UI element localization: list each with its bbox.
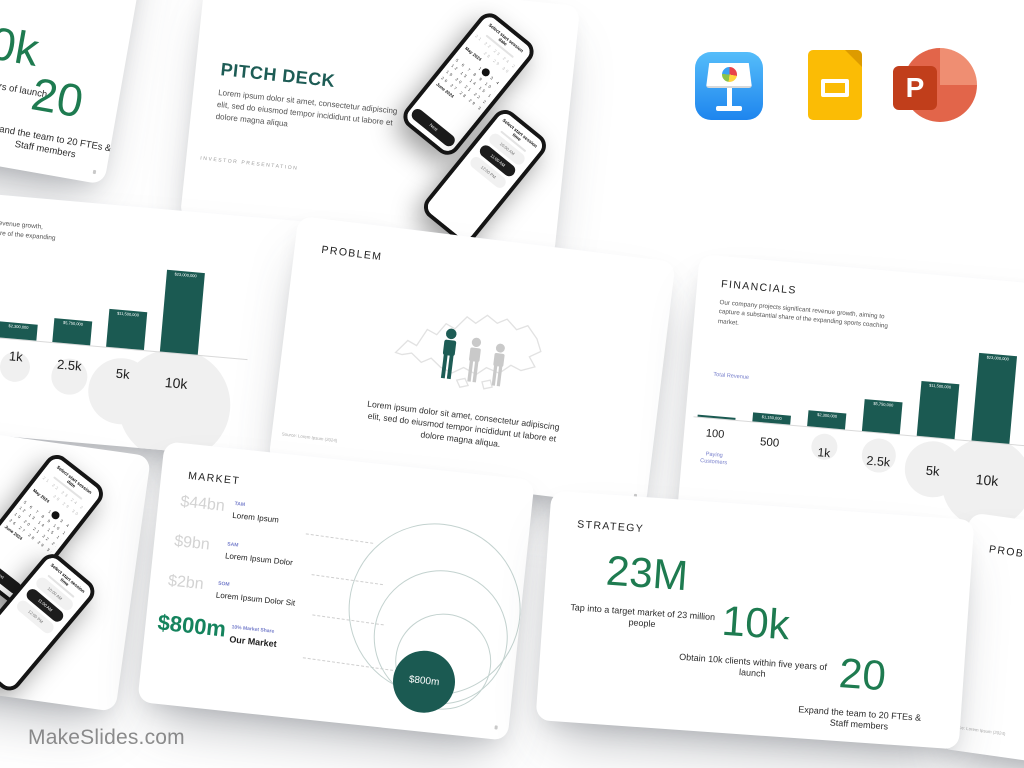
- our-market-name: Our Market: [228, 634, 278, 650]
- bar-value-label: $2,300,000: [8, 323, 29, 330]
- slide-strategy-partial: 10k Obtain 10k clients within five years…: [0, 0, 167, 185]
- slide-phones-partial: Select start session date 21 22 23 24 25…: [0, 402, 152, 712]
- page-number-mark: [92, 169, 97, 175]
- google-slides-icon[interactable]: [808, 50, 862, 120]
- sam-tag: SAM: [226, 541, 239, 549]
- bar-10k: $23,000,000: [159, 269, 205, 355]
- x-tick-5k: 5k: [115, 365, 131, 382]
- region-map-outline: [394, 314, 542, 390]
- keynote-stem: [726, 88, 732, 107]
- bar-value-label: $23,000,000: [174, 271, 197, 279]
- som-value: $2bn: [167, 572, 205, 594]
- x-tick-500: 500: [759, 436, 780, 450]
- stat-team-caption: Expand the team to 20 FTEs & Staff membe…: [797, 704, 922, 732]
- bar-value-label: $11,500,000: [116, 310, 140, 318]
- google-slides-fold: [845, 50, 862, 67]
- strategy-title: STRATEGY: [576, 518, 645, 536]
- powerpoint-icon[interactable]: P: [893, 46, 979, 126]
- keynote-icon[interactable]: [695, 52, 763, 120]
- powerpoint-letter-tile: P: [893, 66, 937, 110]
- bar-value-label: $2,300,000: [816, 412, 838, 419]
- stat-team-caption: Expand the team to 20 FTEs & Staff membe…: [0, 121, 113, 161]
- site-logo[interactable]: MakeSlides.com: [28, 726, 185, 749]
- bar-2p5k: $5,750,000: [52, 318, 93, 346]
- stat-clients: 10k: [720, 596, 792, 649]
- stat-market-caption: Tap into a target market of 23 million p…: [570, 602, 716, 630]
- person-icon: [486, 342, 510, 388]
- google-slides-frame: [821, 79, 849, 97]
- page-number-mark: [494, 725, 498, 730]
- stat-team: 20: [27, 67, 88, 128]
- x-tick-1k: 1k: [816, 445, 831, 461]
- tam-tag: TAM: [234, 500, 246, 508]
- bar-value-label: $23,000,000: [986, 354, 1010, 362]
- x-tick-100: 100: [705, 427, 725, 441]
- sam-name: Lorem Ipsum Dolor: [224, 551, 294, 568]
- som-tag: SOM: [217, 580, 230, 588]
- stat-clients-caption: Obtain 10k clients within five years of …: [678, 651, 828, 680]
- bar-5k: $11,500,000: [106, 308, 148, 351]
- bar-1k: $2,300,000: [0, 321, 38, 341]
- keynote-pie: [721, 67, 737, 82]
- som-name: Lorem Ipsum Dolor Sit: [215, 590, 296, 608]
- pitch-deck-footer: INVESTOR PRESENTATION: [199, 155, 299, 172]
- x-axis-label: Paying Customers: [699, 451, 728, 467]
- our-market-tag: 10% Market Share: [231, 624, 275, 635]
- person-icon: [435, 327, 463, 381]
- bar-value-label: $5,750,000: [62, 319, 84, 327]
- bar-1k: $2,300,000: [807, 410, 847, 430]
- problem-title: PROBLEM: [988, 543, 1024, 564]
- bar-5k: $11,500,000: [916, 380, 960, 440]
- x-tick-5k: 5k: [925, 462, 941, 479]
- tam-name: Lorem Ipsum: [231, 510, 280, 525]
- next-button[interactable]: Next: [409, 106, 457, 149]
- bar-10k: $23,000,000: [971, 352, 1018, 444]
- sam-value: $9bn: [173, 532, 211, 554]
- bar-value-label: $1,150,000: [761, 414, 782, 421]
- bar-value-label: $5,750,000: [873, 400, 894, 408]
- bar-2p5k: $5,750,000: [861, 399, 903, 435]
- keynote-base: [716, 106, 742, 111]
- tam-value: $44bn: [179, 493, 226, 515]
- x-tick-2p5k: 2.5k: [56, 356, 83, 374]
- pitch-deck-body: Lorem ipsum dolor sit amet, consectetur …: [215, 88, 398, 129]
- bar-value-label: $11,500,000: [928, 382, 952, 390]
- x-tick-2p5k: 2.5k: [865, 453, 891, 470]
- person-icon: [462, 336, 487, 384]
- source-note: Source: Lorem Ipsum (2024): [281, 431, 338, 444]
- problem-title: PROBLEM: [320, 243, 383, 264]
- x-tick-10k: 10k: [164, 374, 189, 392]
- connector-line: [305, 533, 374, 544]
- x-tick-10k: 10k: [975, 471, 1000, 490]
- stat-team: 20: [837, 649, 888, 700]
- our-market-value: $800m: [156, 609, 228, 642]
- stat-market: 23M: [604, 546, 690, 600]
- slide-market: MARKET $44bn TAM Lorem Ipsum $9bn SAM Lo…: [137, 441, 535, 741]
- slide-problem: PROBLEM Lorem ipsum dolor sit amet, cons…: [268, 215, 676, 509]
- market-title: MARKET: [187, 469, 241, 488]
- pitch-deck-title: PITCH DECK: [219, 59, 337, 92]
- x-tick-1k: 1k: [8, 348, 24, 365]
- slide-strategy: STRATEGY 23M Tap into a target market of…: [535, 490, 975, 750]
